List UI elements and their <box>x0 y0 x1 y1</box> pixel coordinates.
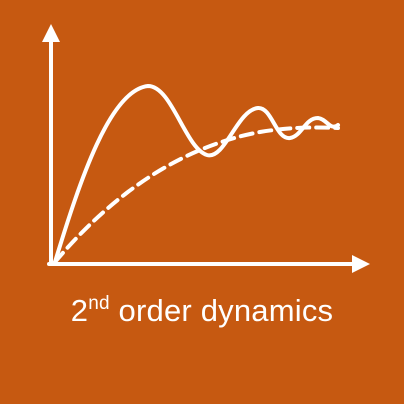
caption-text: order dynamics <box>109 293 334 328</box>
x-axis-arrowhead <box>352 255 370 273</box>
oscillating-response-curve <box>53 84 340 264</box>
caption-order-number: 2 <box>70 293 89 328</box>
caption-order-suffix: nd <box>88 293 110 314</box>
caption: 2nd order dynamics <box>0 292 404 330</box>
y-axis-arrowhead <box>42 24 60 42</box>
